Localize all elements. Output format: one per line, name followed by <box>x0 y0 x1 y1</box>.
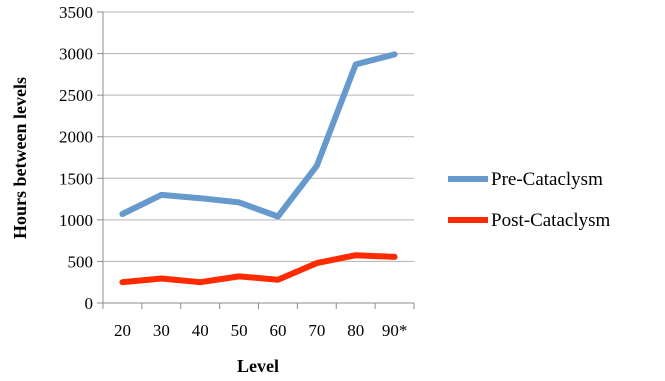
y-tick-label: 2500 <box>59 86 93 105</box>
legend-label-pre-cataclysm: Pre-Cataclysm <box>491 169 603 190</box>
axes <box>97 11 415 309</box>
x-tick-label: 90* <box>382 321 408 340</box>
grid-lines <box>103 11 414 262</box>
legend-label-post-cataclysm: Post-Cataclysm <box>491 210 610 231</box>
y-tick-labels: 0 500 1000 1500 2000 2500 3000 3500 <box>59 3 93 313</box>
y-tick-label: 500 <box>68 252 94 271</box>
legend: Pre-Cataclysm Post-Cataclysm <box>448 169 610 231</box>
x-tick-label: 30 <box>153 321 170 340</box>
y-tick-label: 2000 <box>59 128 93 147</box>
series-line-post-cataclysm <box>119 252 398 286</box>
y-tick-label: 0 <box>85 294 94 313</box>
y-tick-label: 1500 <box>59 169 93 188</box>
x-tick-label: 80 <box>347 321 364 340</box>
y-tick-label: 3500 <box>59 3 93 22</box>
y-tick-label: 1000 <box>59 211 93 230</box>
x-tick-labels: 20 30 40 50 60 70 80 90* <box>114 321 407 340</box>
y-tick-label: 3000 <box>59 45 93 64</box>
x-tick-label: 40 <box>192 321 209 340</box>
x-tick-label: 50 <box>231 321 248 340</box>
x-tick-label: 60 <box>269 321 286 340</box>
y-axis-title: Hours between levels <box>10 77 30 239</box>
x-axis-title: Level <box>237 356 279 376</box>
x-tick-label: 20 <box>114 321 131 340</box>
series-lines <box>119 51 398 286</box>
x-tick-label: 70 <box>308 321 325 340</box>
series-line-pre-cataclysm <box>119 51 398 220</box>
